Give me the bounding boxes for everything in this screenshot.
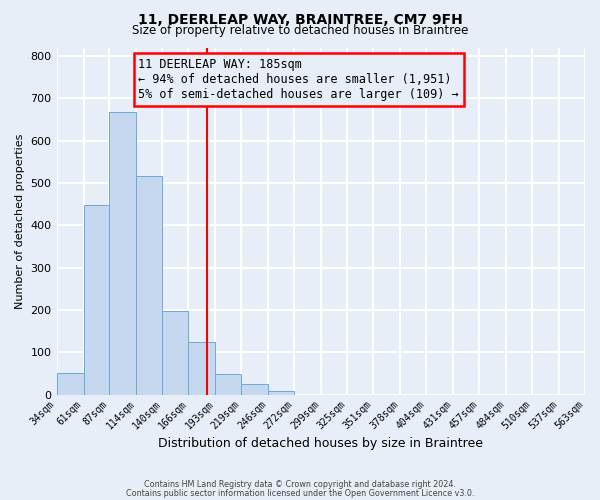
Text: Size of property relative to detached houses in Braintree: Size of property relative to detached ho… (132, 24, 468, 37)
Bar (56, 374, 83, 394)
Text: 11 DEERLEAP WAY: 185sqm
← 94% of detached houses are smaller (1,951)
5% of semi-: 11 DEERLEAP WAY: 185sqm ← 94% of detache… (139, 58, 459, 101)
Bar (241, 384, 268, 394)
X-axis label: Distribution of detached houses by size in Braintree: Distribution of detached houses by size … (158, 437, 483, 450)
Y-axis label: Number of detached properties: Number of detached properties (15, 134, 25, 308)
Bar (188, 342, 215, 394)
Text: Contains public sector information licensed under the Open Government Licence v3: Contains public sector information licen… (126, 488, 474, 498)
Text: 11, DEERLEAP WAY, BRAINTREE, CM7 9FH: 11, DEERLEAP WAY, BRAINTREE, CM7 9FH (137, 12, 463, 26)
Bar (268, 391, 294, 394)
Text: Contains HM Land Registry data © Crown copyright and database right 2024.: Contains HM Land Registry data © Crown c… (144, 480, 456, 489)
Bar (136, 176, 163, 394)
Bar (215, 374, 241, 394)
Bar (83, 206, 109, 394)
Bar (109, 112, 136, 394)
Bar (163, 311, 188, 394)
